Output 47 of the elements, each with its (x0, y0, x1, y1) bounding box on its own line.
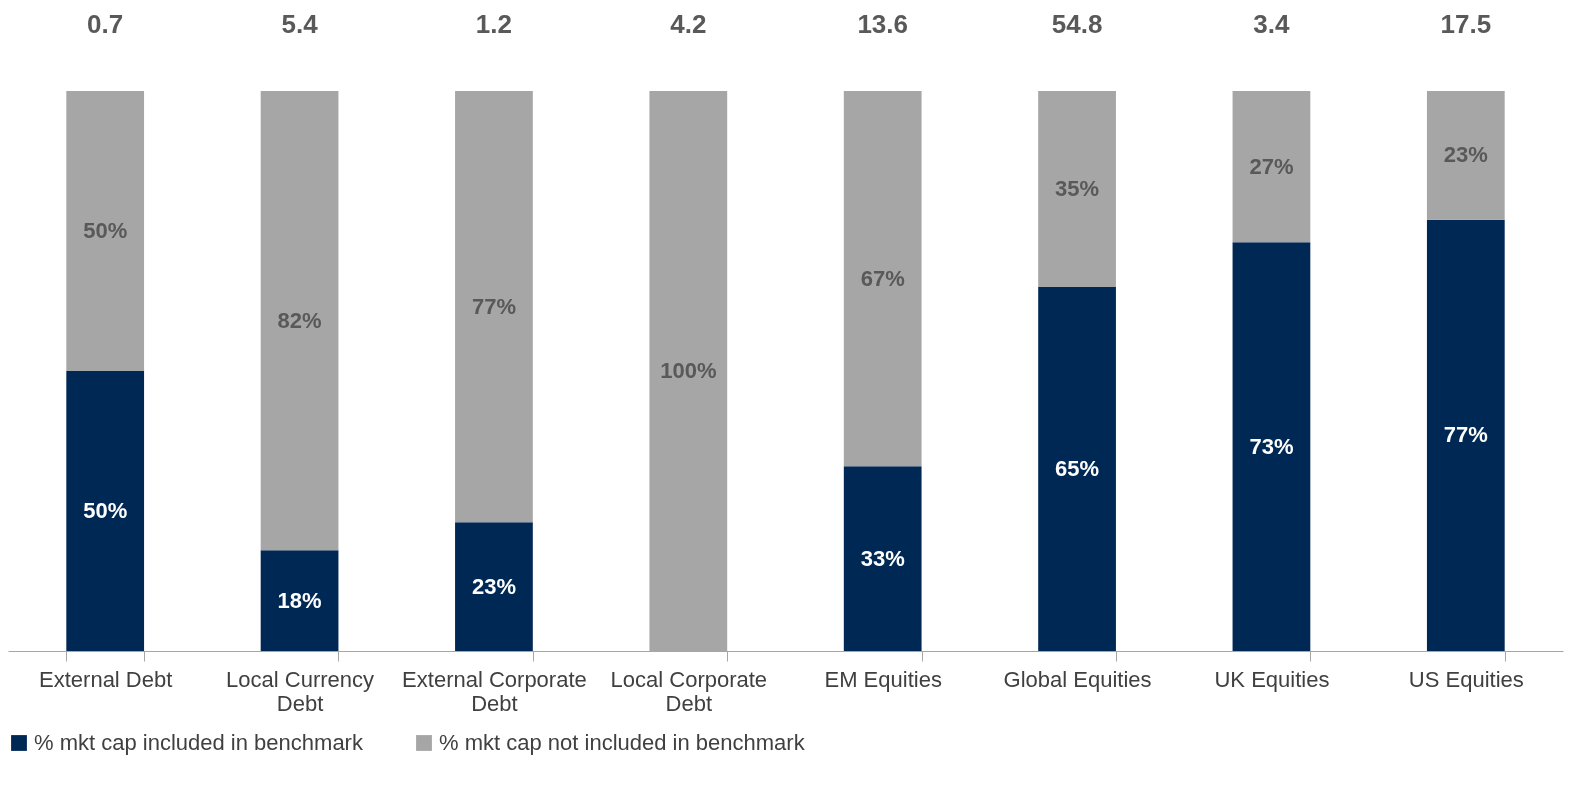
data-label: 100% (660, 358, 717, 383)
text: 4.2 (670, 9, 707, 39)
x-tick-label: EM Equities (824, 666, 942, 692)
data-label: 33% (860, 545, 905, 571)
bar (260, 550, 339, 651)
bar (260, 91, 339, 551)
bar (455, 91, 533, 523)
data-label: 65% (1055, 456, 1100, 481)
text: 1.2 (475, 9, 513, 39)
legend-label: % mkt cap not included in benchmark (439, 730, 806, 755)
bar (1038, 287, 1116, 651)
bar (1232, 91, 1311, 243)
text: 0.7 (87, 9, 124, 39)
text: 54.8 (1051, 9, 1103, 39)
x-tick-label: Global Equities (1003, 666, 1152, 692)
x-tick-label: US Equities (1408, 666, 1524, 692)
bar (1426, 219, 1505, 651)
bar (66, 371, 145, 651)
x-tick-label: External Corporate Debt (402, 666, 587, 716)
data-label: 77% (1443, 422, 1488, 448)
bar (843, 466, 922, 651)
data-label: 27% (1249, 153, 1294, 179)
bar (455, 522, 533, 651)
bar (843, 91, 922, 467)
text: 17.5 (1440, 9, 1492, 39)
data-label: 77% (471, 293, 516, 319)
text: 13.6 (857, 9, 908, 39)
text: 5.4 (281, 9, 319, 39)
data-label: 50% (83, 498, 128, 523)
bar (1232, 242, 1311, 651)
text: 3.4 (1253, 9, 1291, 39)
bar (1038, 91, 1116, 287)
data-label: 35% (1055, 176, 1100, 201)
data-label: 82% (277, 307, 322, 333)
x-tick-label: UK Equities (1214, 666, 1330, 692)
x-tick-label: Local Corporate Debt (610, 666, 768, 716)
data-label: 73% (1249, 433, 1294, 459)
bar (66, 91, 145, 371)
data-label: 18% (277, 587, 322, 613)
data-label: 67% (860, 265, 905, 291)
data-label: 23% (1443, 142, 1488, 168)
x-tick-label: Local Currency Debt (226, 666, 375, 716)
x-tick-label: External Debt (39, 666, 173, 692)
bar (1426, 91, 1505, 220)
data-label: 50% (83, 218, 128, 243)
data-label: 23% (471, 573, 516, 599)
legend-label: % mkt cap included in benchmark (34, 730, 364, 755)
